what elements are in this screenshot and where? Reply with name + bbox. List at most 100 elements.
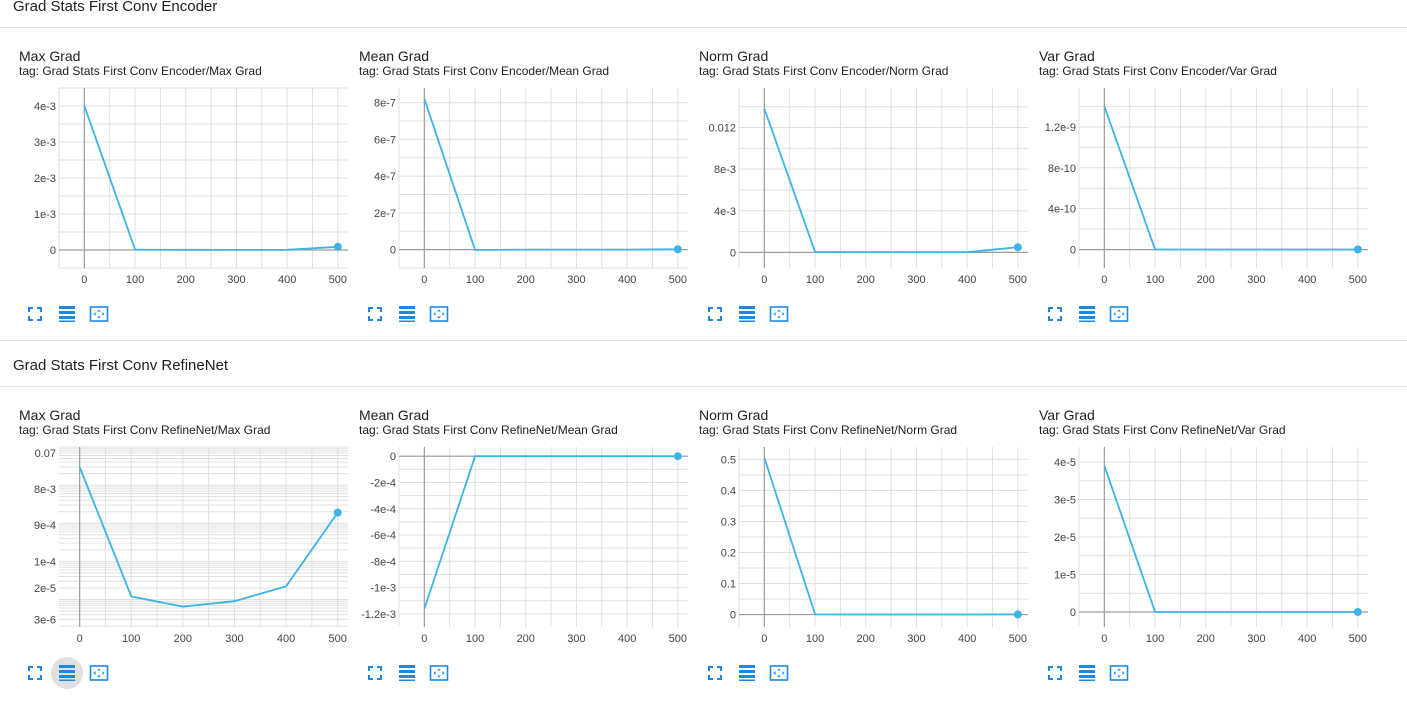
section-divider: [0, 386, 1407, 387]
y-tick-label: 0: [730, 610, 736, 622]
y-tick-label: -6e-4: [370, 530, 396, 542]
toggle-data-table-button[interactable]: [391, 298, 423, 330]
y-tick-label: 0: [1070, 607, 1076, 619]
y-tick-label: -1e-3: [370, 583, 396, 595]
fit-domain-button[interactable]: [83, 298, 115, 330]
chart-card-norm-grad: Norm Grad tag: Grad Stats First Conv Refi…: [699, 407, 1039, 707]
section-divider: [0, 340, 1407, 341]
data-point: [1013, 243, 1022, 252]
x-tick-label: 300: [1247, 274, 1265, 286]
x-tick-label: 200: [174, 633, 192, 645]
fullscreen-button[interactable]: [1039, 298, 1071, 330]
chart-title: Max Grad: [19, 48, 81, 64]
y-tick-label: 0.5: [721, 454, 736, 466]
y-tick-label: 4e-3: [714, 206, 736, 218]
line-chart[interactable]: 0 4e-3 8e-3 0.012 0 100 200 300 400 500: [699, 84, 1029, 294]
series-line: [1103, 106, 1358, 251]
fit-domain-button[interactable]: [763, 657, 795, 689]
toggle-data-table-button[interactable]: [731, 298, 763, 330]
line-chart[interactable]: 0 -2e-4 -4e-4 -6e-4 -8e-4 -1e-3 -1.2e-3 0 100 200…: [359, 443, 689, 653]
fit-domain-button[interactable]: [423, 657, 455, 689]
chart-toolbar: [1039, 298, 1149, 330]
fit-domain-icon: [1109, 665, 1129, 681]
y-tick-label: 6e-7: [374, 134, 396, 146]
chart-tag: tag: Grad Stats First Conv Encoder/Var G…: [1039, 64, 1277, 78]
line-chart[interactable]: 0 2e-7 4e-7 6e-7 8e-7 0 100 200 300 400 500: [359, 84, 689, 294]
y-tick-label: 0.4: [721, 485, 736, 497]
series-line: [1103, 465, 1358, 613]
line-chart[interactable]: 3e-6 2e-5 1e-4 9e-4 8e-3 0.07 0 100 200 300 400 500: [19, 443, 349, 653]
line-chart[interactable]: 0 1e-5 2e-5 3e-5 4e-5 0 100 200 300 400 500: [1039, 443, 1369, 653]
fullscreen-button[interactable]: [359, 298, 391, 330]
fit-domain-button[interactable]: [763, 298, 795, 330]
fullscreen-button[interactable]: [19, 657, 51, 689]
x-tick-label: 200: [1197, 274, 1215, 286]
y-tick-label: 0.2: [721, 548, 736, 560]
section-title-encoder: Grad Stats First Conv Encoder: [13, 0, 218, 15]
series-line: [83, 105, 338, 251]
fullscreen-button[interactable]: [699, 298, 731, 330]
fullscreen-button[interactable]: [699, 657, 731, 689]
y-tick-label: -2e-4: [370, 477, 396, 489]
x-tick-label: 500: [1349, 274, 1367, 286]
line-chart[interactable]: 0 1e-3 2e-3 3e-3 4e-3 0 100 200 300 400 500: [19, 84, 349, 294]
x-tick-label: 200: [177, 274, 195, 286]
fit-domain-button[interactable]: [83, 657, 115, 689]
x-tick-label: 400: [278, 274, 296, 286]
chart-card-var-grad: Var Grad tag: Grad Stats First Conv Encod…: [1039, 48, 1379, 348]
x-tick-label: 300: [907, 274, 925, 286]
chart-card-norm-grad: Norm Grad tag: Grad Stats First Conv Enco…: [699, 48, 1039, 348]
data-table-icon: [739, 665, 755, 681]
line-chart[interactable]: 0 0.1 0.2 0.3 0.4 0.5 0 100 200 300 400 500: [699, 443, 1029, 653]
x-tick-label: 200: [517, 633, 535, 645]
fullscreen-icon: [1048, 666, 1062, 680]
x-tick-label: 400: [618, 633, 636, 645]
toggle-data-table-button[interactable]: [731, 657, 763, 689]
fit-domain-icon: [429, 665, 449, 681]
x-tick-label: 100: [806, 274, 824, 286]
data-table-icon: [1079, 665, 1095, 681]
x-tick-label: 500: [1009, 274, 1027, 286]
x-tick-label: 400: [277, 633, 295, 645]
line-chart[interactable]: 0 4e-10 8e-10 1.2e-9 0 100 200 300 400 500: [1039, 84, 1369, 294]
toggle-data-table-button[interactable]: [391, 657, 423, 689]
y-tick-label: 2e-5: [34, 583, 56, 595]
fullscreen-button[interactable]: [359, 657, 391, 689]
y-tick-label: 8e-3: [714, 164, 736, 176]
chart-card-mean-grad: Mean Grad tag: Grad Stats First Conv Enco…: [359, 48, 699, 348]
chart-toolbar: [699, 298, 809, 330]
chart-toolbar: [359, 298, 469, 330]
toggle-data-table-button[interactable]: [51, 298, 83, 330]
fit-domain-button[interactable]: [1103, 298, 1135, 330]
toggle-data-table-button[interactable]: [1071, 298, 1103, 330]
fullscreen-icon: [368, 666, 382, 680]
data-table-icon: [399, 665, 415, 681]
y-tick-label: 0.012: [708, 123, 736, 135]
data-point: [1353, 607, 1362, 616]
fullscreen-icon: [1048, 307, 1062, 321]
data-point: [673, 452, 682, 461]
x-tick-label: 100: [466, 274, 484, 286]
x-tick-label: 400: [618, 274, 636, 286]
fit-domain-icon: [1109, 306, 1129, 322]
toggle-data-table-button[interactable]: [51, 657, 83, 689]
fit-domain-button[interactable]: [1103, 657, 1135, 689]
grid: [738, 447, 1028, 627]
x-tick-label: 200: [857, 633, 875, 645]
chart-tag: tag: Grad Stats First Conv RefineNet/Var…: [1039, 423, 1286, 437]
chart-card-var-grad: Var Grad tag: Grad Stats First Conv Refin…: [1039, 407, 1379, 707]
toggle-data-table-button[interactable]: [1071, 657, 1103, 689]
fullscreen-button[interactable]: [19, 298, 51, 330]
fit-domain-button[interactable]: [423, 298, 455, 330]
x-tick-label: 100: [466, 633, 484, 645]
chart-toolbar: [699, 657, 809, 689]
chart-tag: tag: Grad Stats First Conv Encoder/Mean …: [359, 64, 610, 78]
x-tick-label: 0: [761, 633, 767, 645]
fullscreen-icon: [28, 307, 42, 321]
x-tick-label: 200: [857, 274, 875, 286]
grid: [58, 87, 348, 269]
fullscreen-button[interactable]: [1039, 657, 1071, 689]
grid: [1078, 88, 1368, 268]
chart-toolbar: [359, 657, 469, 689]
fullscreen-icon: [708, 307, 722, 321]
